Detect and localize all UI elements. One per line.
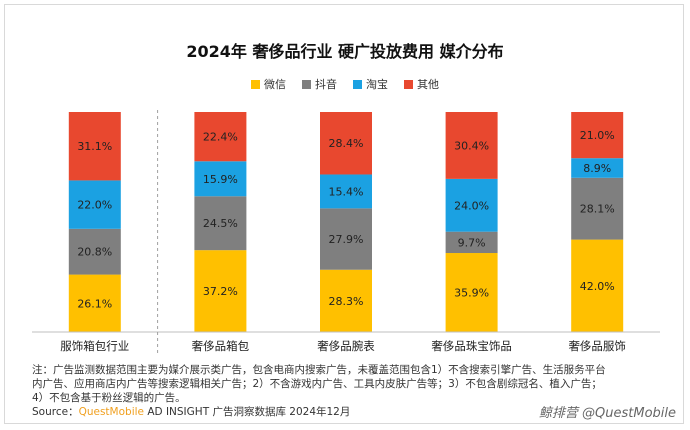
bar-segment xyxy=(320,112,372,175)
category-label: 奢侈品服饰 xyxy=(568,339,626,353)
data-label: 20.8% xyxy=(77,246,112,259)
data-label: 8.9% xyxy=(583,162,611,175)
source-brand: QuestMobile xyxy=(78,406,144,418)
source-prefix: Source： xyxy=(32,406,79,418)
legend-item-wechat: 微信 xyxy=(251,76,286,92)
data-label: 15.4% xyxy=(329,185,364,198)
data-label: 24.0% xyxy=(454,199,489,212)
legend-swatch xyxy=(353,79,362,89)
source-line: Source：QuestMobile AD INSIGHT 广告洞察数据库 20… xyxy=(32,404,350,419)
footnote-line: 内广告、应用商店内广告等搜索逻辑相关广告；2）不含游戏内广告、工具内皮肤广告等；… xyxy=(32,378,602,390)
category-label: 奢侈品箱包 xyxy=(192,339,250,353)
watermark-text: 鲸排营 @QuestMobile xyxy=(538,406,676,421)
bar-segment xyxy=(445,231,498,254)
bar-segment xyxy=(445,112,498,179)
data-label: 22.0% xyxy=(77,199,112,212)
legend-item-douyin: 抖音 xyxy=(302,76,337,92)
data-label: 31.1% xyxy=(77,140,112,153)
stacked-bar-chart: 26.1% 20.8% 22.0% 31.1% 服饰箱包行业 37.2% 24.5% 15.9… xyxy=(32,110,660,356)
bar-segment xyxy=(194,161,247,197)
legend-label: 微信 xyxy=(264,78,286,91)
bar-segment xyxy=(571,112,624,159)
legend-label: 淘宝 xyxy=(366,78,388,91)
footnote-line: 4）不包含基于粉丝逻辑的广告。 xyxy=(32,392,186,404)
data-label: 9.7% xyxy=(458,236,486,249)
chart-title: 2024年 奢侈品行业 硬广投放费用 媒介分布 xyxy=(186,42,504,61)
legend-label: 抖音 xyxy=(315,78,337,91)
data-label: 27.9% xyxy=(329,233,364,246)
bar-segment xyxy=(194,112,247,162)
data-label: 42.0% xyxy=(580,280,615,293)
legend-swatch xyxy=(251,79,260,89)
data-label: 21.0% xyxy=(580,129,615,142)
data-label: 24.5% xyxy=(203,217,238,230)
data-label: 26.1% xyxy=(77,297,112,310)
bar-segment xyxy=(571,177,624,240)
data-label: 28.3% xyxy=(329,295,364,308)
category-label: 奢侈品腕表 xyxy=(317,339,375,353)
bar-segment xyxy=(194,250,247,332)
category-label: 奢侈品珠宝饰品 xyxy=(431,339,512,353)
bar-segment xyxy=(194,196,247,251)
data-label: 35.9% xyxy=(454,287,489,300)
bar-segment xyxy=(571,158,624,178)
data-label: 28.1% xyxy=(580,203,615,216)
chart-frame xyxy=(4,4,684,424)
bar-segment xyxy=(68,274,121,332)
data-label: 22.4% xyxy=(203,131,238,144)
footnotes: 注：广告监测数据范围主要为媒介展示类广告，包含电商内搜索广告，未覆盖范围包含1）… xyxy=(32,363,662,405)
legend-item-other: 其他 xyxy=(404,76,439,92)
data-label: 28.4% xyxy=(329,137,364,150)
legend-label: 其他 xyxy=(417,78,439,91)
legend-swatch xyxy=(302,79,311,89)
category-label: 服饰箱包行业 xyxy=(60,339,129,353)
legend-swatch xyxy=(404,79,413,89)
bar-segment xyxy=(68,180,121,229)
data-label: 37.2% xyxy=(203,285,238,298)
footnote-line: 注：广告监测数据范围主要为媒介展示类广告，包含电商内搜索广告，未覆盖范围包含1）… xyxy=(32,364,606,376)
data-label: 15.9% xyxy=(203,173,238,186)
bar-segment xyxy=(320,208,372,270)
bar-segment xyxy=(320,174,372,209)
data-label: 30.4% xyxy=(454,139,489,152)
bar-segment xyxy=(68,112,121,181)
bar-segment xyxy=(571,239,624,332)
bar-segment xyxy=(445,253,498,332)
bar-segment xyxy=(445,178,498,232)
bar-segment xyxy=(68,228,121,275)
bar-segment xyxy=(320,269,372,332)
chart-legend: 微信 抖音 淘宝 其他 xyxy=(0,76,690,92)
legend-item-taobao: 淘宝 xyxy=(353,76,388,92)
source-rest: AD INSIGHT 广告洞察数据库 2024年12月 xyxy=(144,406,351,418)
